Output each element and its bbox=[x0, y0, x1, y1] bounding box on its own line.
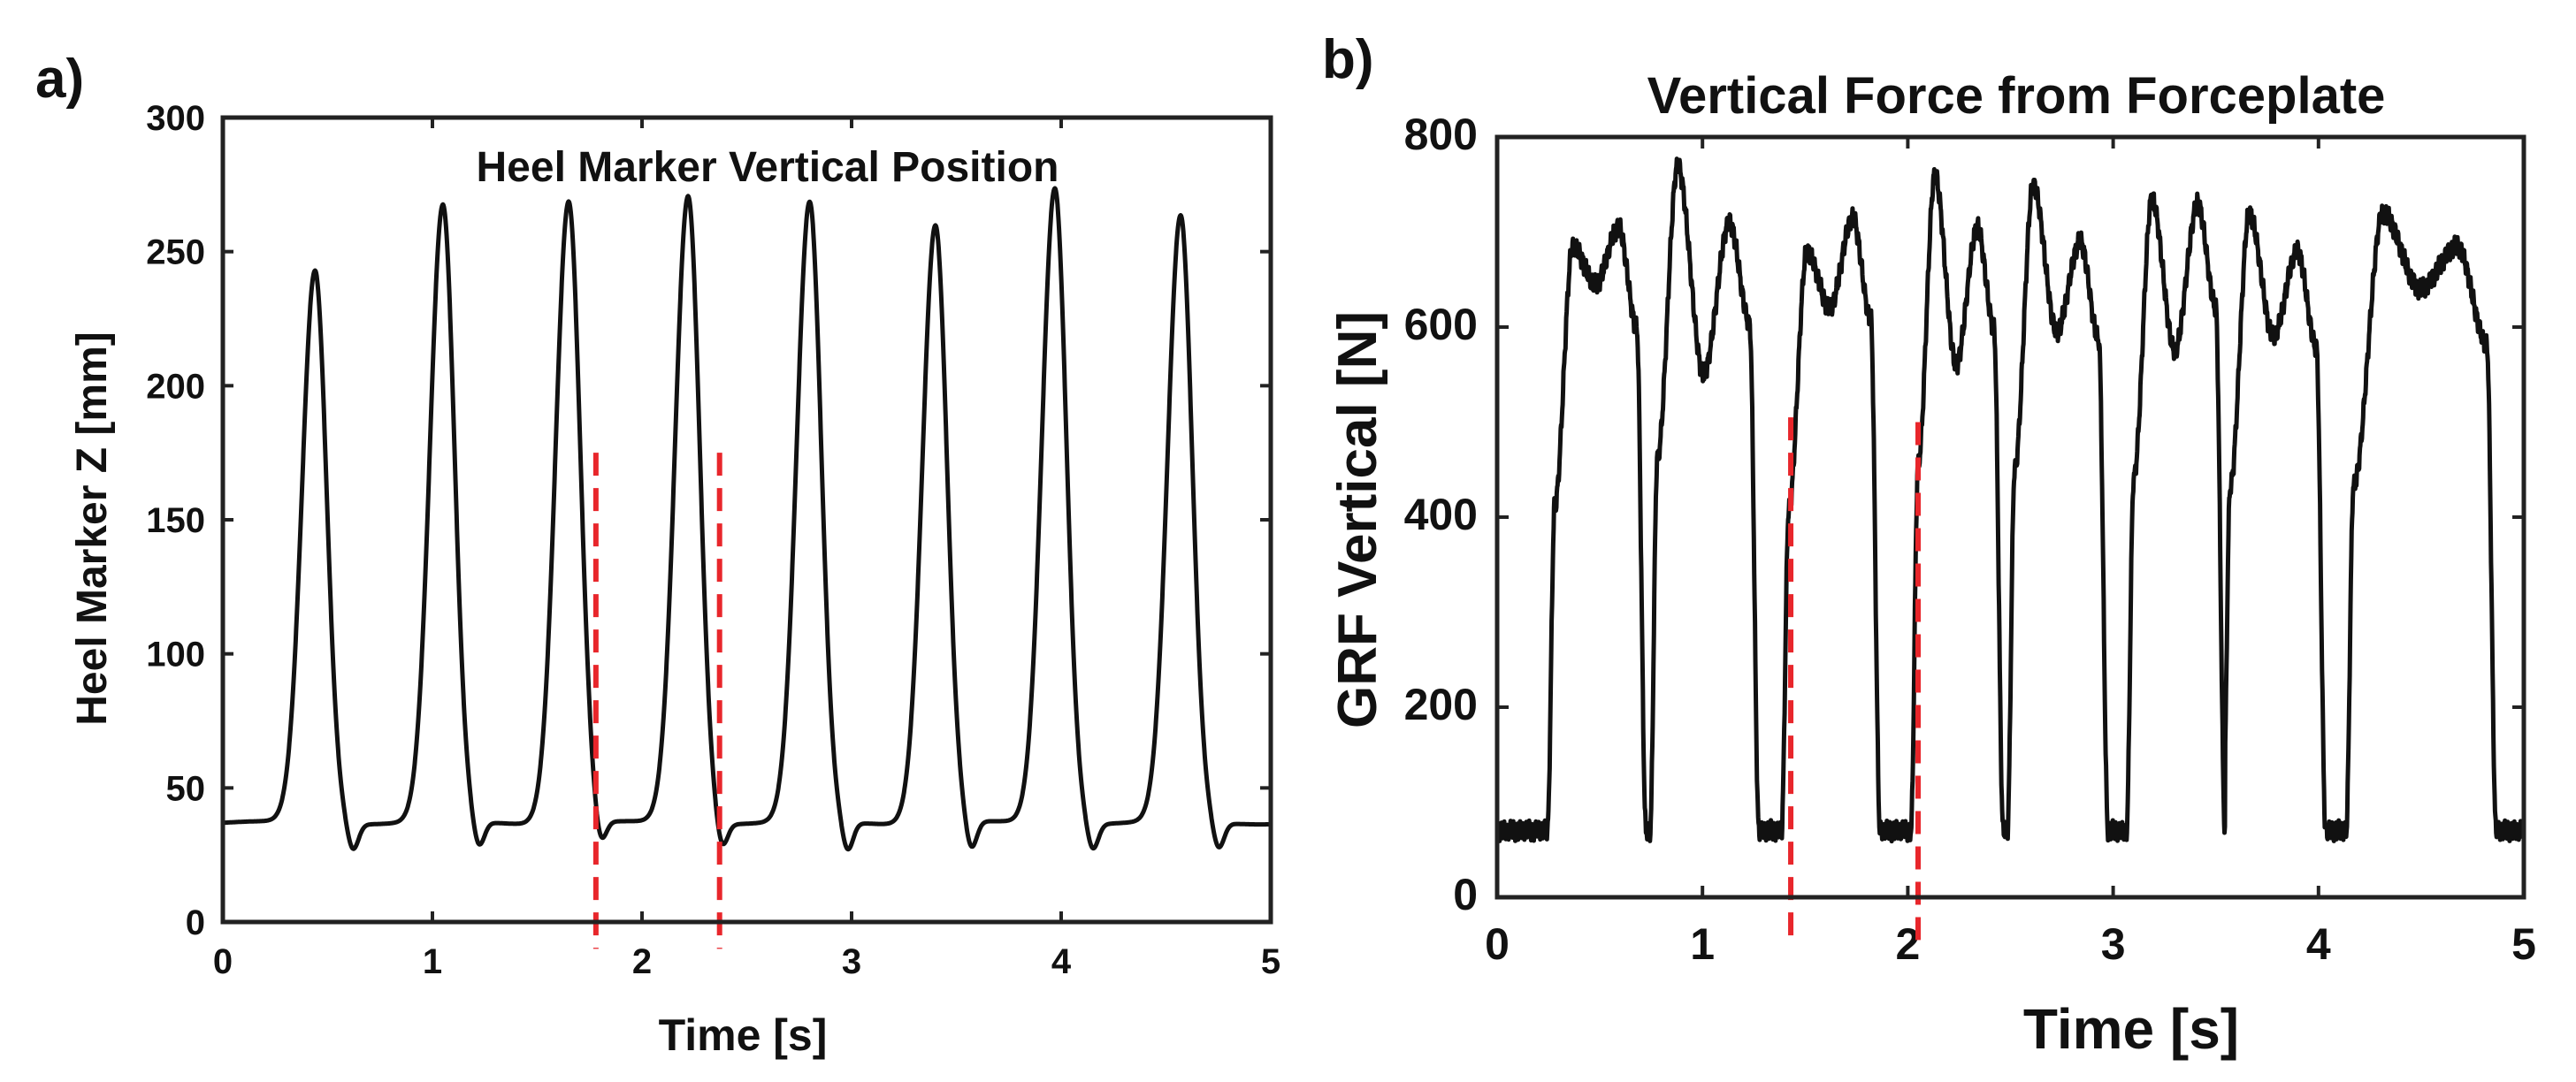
panel-b-y-tick-label: 600 bbox=[1404, 300, 1478, 349]
panel-a-x-tick-label: 4 bbox=[1051, 942, 1072, 981]
panel-a-x-tick-label: 5 bbox=[1261, 942, 1280, 981]
panel-a-x-tick-label: 1 bbox=[423, 942, 442, 981]
panel-b-axes-frame bbox=[1494, 134, 2526, 900]
panel-a-axes-frame bbox=[220, 115, 1273, 925]
panel-a-x-tick-label: 3 bbox=[842, 942, 861, 981]
panel-b-x-tick-label: 1 bbox=[1690, 919, 1715, 969]
panel-b-label: b) bbox=[1322, 29, 1374, 90]
panel-b-y-tick-label: 400 bbox=[1404, 490, 1478, 539]
panel-b-x-axis-label: Time [s] bbox=[2023, 997, 2239, 1061]
panel-b-y-tick-label: 0 bbox=[1453, 870, 1478, 919]
panel-a-y-axis-label: Heel Marker Z [mm] bbox=[69, 331, 116, 725]
panel-a-series-line bbox=[221, 186, 1273, 852]
panel-a-x-tick-label: 2 bbox=[632, 942, 652, 981]
panel-a-heel-marker-chart: a) Heel Marker Vertical Position Time [s… bbox=[35, 49, 1280, 1060]
panel-b-grf-chart: b) Vertical Force from Forceplate Time [… bbox=[1322, 29, 2536, 1061]
panel-a-y-tick-label: 100 bbox=[146, 636, 205, 674]
panel-b-title: Vertical Force from Forceplate bbox=[1647, 67, 2386, 125]
panel-a-y-tick-label: 300 bbox=[146, 99, 205, 138]
panel-a-label: a) bbox=[35, 49, 84, 110]
panel-a-x-axis-label: Time [s] bbox=[659, 1010, 828, 1060]
panel-a-y-tick-label: 200 bbox=[146, 367, 205, 406]
panel-a-y-tick-label: 50 bbox=[166, 769, 206, 808]
panel-b-y-tick-label: 200 bbox=[1404, 680, 1478, 729]
panel-b-x-tick-label: 5 bbox=[2511, 919, 2536, 969]
panel-a-x-tick-label: 0 bbox=[213, 942, 233, 981]
panel-a-y-tick-label: 250 bbox=[146, 233, 205, 272]
panel-b-y-axis-label: GRF Vertical [N] bbox=[1327, 311, 1388, 728]
panel-a-y-tick-label: 150 bbox=[146, 501, 205, 540]
panel-b-x-tick-label: 3 bbox=[2101, 919, 2126, 969]
panel-b-x-tick-label: 4 bbox=[2306, 919, 2331, 969]
panel-b-series-line bbox=[1494, 156, 2526, 844]
panel-b-x-tick-label: 0 bbox=[1485, 919, 1510, 969]
panel-a-plot-area bbox=[221, 186, 1273, 949]
panel-a-y-tick-label: 0 bbox=[186, 903, 205, 942]
panel-b-plot-area bbox=[1494, 156, 2526, 941]
panel-a-title: Heel Marker Vertical Position bbox=[477, 144, 1059, 191]
panel-b-y-tick-label: 800 bbox=[1404, 110, 1478, 159]
